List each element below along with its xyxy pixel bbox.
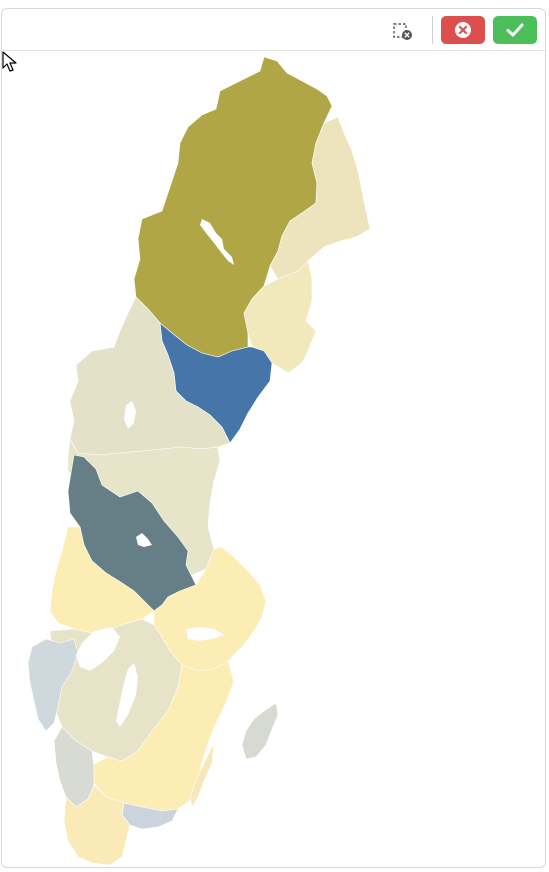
region-vasternorrland[interactable] bbox=[243, 260, 317, 374]
map-area bbox=[2, 51, 547, 867]
toolbar-divider bbox=[432, 16, 433, 44]
check-icon bbox=[506, 23, 524, 37]
region-oland[interactable] bbox=[189, 742, 215, 808]
lake-storsjon bbox=[124, 401, 136, 429]
lake-torne bbox=[200, 219, 234, 265]
lake-siljan bbox=[136, 533, 152, 547]
toolbar bbox=[2, 9, 545, 51]
region-bohuslan[interactable] bbox=[27, 638, 79, 732]
mouse-cursor-icon bbox=[2, 51, 17, 72]
cancel-button[interactable] bbox=[441, 16, 485, 44]
lake-malaren bbox=[186, 627, 224, 641]
map-panel bbox=[1, 8, 546, 868]
clear-selection-icon[interactable] bbox=[392, 21, 412, 41]
close-circle-icon bbox=[455, 22, 471, 38]
lake-vanern bbox=[76, 627, 120, 671]
lake-vattern bbox=[116, 663, 138, 727]
sweden-map bbox=[27, 56, 371, 866]
region-gotland[interactable] bbox=[241, 702, 279, 760]
confirm-button[interactable] bbox=[493, 16, 537, 44]
region-skane[interactable] bbox=[63, 784, 131, 866]
